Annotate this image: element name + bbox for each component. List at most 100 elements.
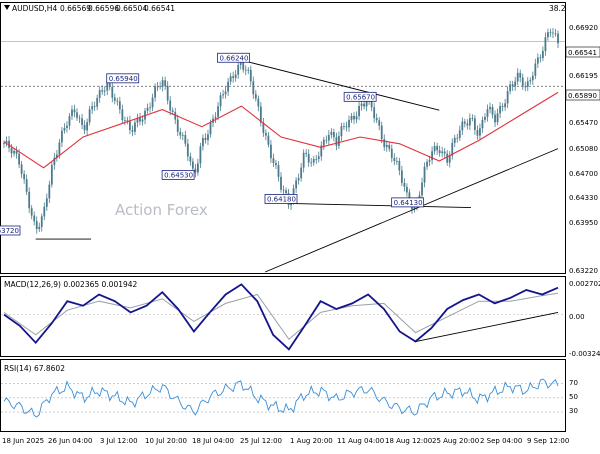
candle-body xyxy=(380,125,383,140)
price-tick: 0.66920 xyxy=(569,24,598,32)
candle-body xyxy=(486,109,489,117)
candle-body xyxy=(194,168,197,173)
candle-body xyxy=(15,150,18,154)
candle-body xyxy=(209,122,212,135)
candle-body xyxy=(108,83,111,87)
swing-label: 0.63720 xyxy=(0,225,21,236)
candle-body xyxy=(544,37,547,51)
candle-body xyxy=(13,150,15,154)
candle-body xyxy=(557,33,559,44)
swing-label: 0.64130 xyxy=(391,197,425,208)
time-tick: 18 Jul 04:00 xyxy=(192,437,234,445)
candle-body xyxy=(270,144,272,159)
candle-body xyxy=(204,137,207,141)
candle-body xyxy=(249,69,252,82)
rsi-title: RSI(14) 67.8602 xyxy=(4,364,65,373)
swing-label-text: 0.65670 xyxy=(346,93,375,101)
candle-body xyxy=(88,109,91,123)
candle-body xyxy=(191,161,194,169)
candle-body xyxy=(466,123,469,126)
price-panel-frame xyxy=(0,2,566,274)
candle-body xyxy=(285,190,287,194)
candle-body xyxy=(83,124,86,131)
swing-label: 0.65670 xyxy=(343,91,377,102)
macd-tick: 0.002702 xyxy=(569,280,600,288)
candle-body xyxy=(40,216,43,227)
price-tick: 0.66195 xyxy=(569,72,598,80)
candle-body xyxy=(267,135,270,145)
candle-body xyxy=(463,121,466,124)
swing-label-text: 0.64530 xyxy=(164,171,193,179)
candle-body xyxy=(222,94,224,96)
candle-body xyxy=(350,115,353,120)
candle-body xyxy=(129,120,131,131)
candle-body xyxy=(451,142,454,156)
swing-label-text: 0.66240 xyxy=(220,54,249,62)
candle-body xyxy=(332,132,335,138)
candle-body xyxy=(403,182,406,187)
time-tick: 10 Jul 20:00 xyxy=(145,437,187,445)
candle-body xyxy=(456,137,459,139)
candle-body xyxy=(494,114,496,123)
candle-body xyxy=(45,198,48,207)
candle-body xyxy=(446,153,449,163)
candle-body xyxy=(264,132,267,136)
ohlc-low: 0.66504 xyxy=(116,4,147,13)
swing-label-text: 0.65940 xyxy=(109,75,138,83)
price-tick: 0.63220 xyxy=(569,267,598,275)
candle-body xyxy=(66,125,68,128)
candle-body xyxy=(71,109,73,117)
candle-body xyxy=(55,154,58,158)
candle-body xyxy=(76,112,78,118)
price-tick: 0.64330 xyxy=(569,194,598,202)
candle-body xyxy=(330,132,333,135)
candle-body xyxy=(103,90,106,92)
candle-body xyxy=(378,120,381,126)
candle-body xyxy=(156,86,159,88)
candle-body xyxy=(295,180,298,189)
time-tick: 18 Aug 12:00 xyxy=(385,437,432,445)
candle-body xyxy=(139,117,141,122)
candle-body xyxy=(169,100,172,111)
candle-body xyxy=(312,159,315,163)
candle-body xyxy=(468,118,471,126)
time-axis: 18 Jun 2025 26 Jun 04:00 3 Jul 12:00 10 … xyxy=(2,437,569,445)
candle-body xyxy=(541,50,544,58)
candle-body xyxy=(30,208,33,216)
candle-body xyxy=(406,186,408,193)
time-tick: 2 Sep 04:00 xyxy=(480,437,522,445)
swing-label-box xyxy=(391,197,425,208)
candle-body xyxy=(63,127,66,131)
candle-body xyxy=(315,159,318,160)
candle-body xyxy=(476,130,479,136)
moving-average-line xyxy=(3,91,559,169)
time-tick: 18 Jun 2025 xyxy=(2,437,44,445)
candle-body xyxy=(428,160,431,162)
candle-body xyxy=(373,107,376,119)
macd-tick: 0.00 xyxy=(569,313,585,321)
candle-body xyxy=(259,106,262,123)
candle-body xyxy=(506,91,509,104)
swing-label: 0.65940 xyxy=(106,73,140,84)
candle-body xyxy=(166,85,169,101)
current-price-label: 0.66541 xyxy=(568,49,597,57)
candle-body xyxy=(375,118,378,121)
candle-body xyxy=(3,143,5,144)
macd-signal-line xyxy=(3,292,559,341)
candle-body xyxy=(280,176,282,190)
candle-body xyxy=(244,69,247,71)
macd-panel-frame xyxy=(0,276,566,357)
candle-body xyxy=(438,150,441,154)
candle-body xyxy=(217,106,219,117)
candle-body xyxy=(320,145,323,157)
candle-body xyxy=(179,131,182,136)
current-price-badge xyxy=(565,46,600,58)
time-tick: 1 Aug 20:00 xyxy=(290,437,333,445)
candle-body xyxy=(441,151,444,154)
candle-body xyxy=(370,97,373,108)
candle-body xyxy=(302,152,305,168)
rsi-layer xyxy=(1,378,565,418)
candle-body xyxy=(33,215,36,222)
trendline xyxy=(288,203,471,209)
